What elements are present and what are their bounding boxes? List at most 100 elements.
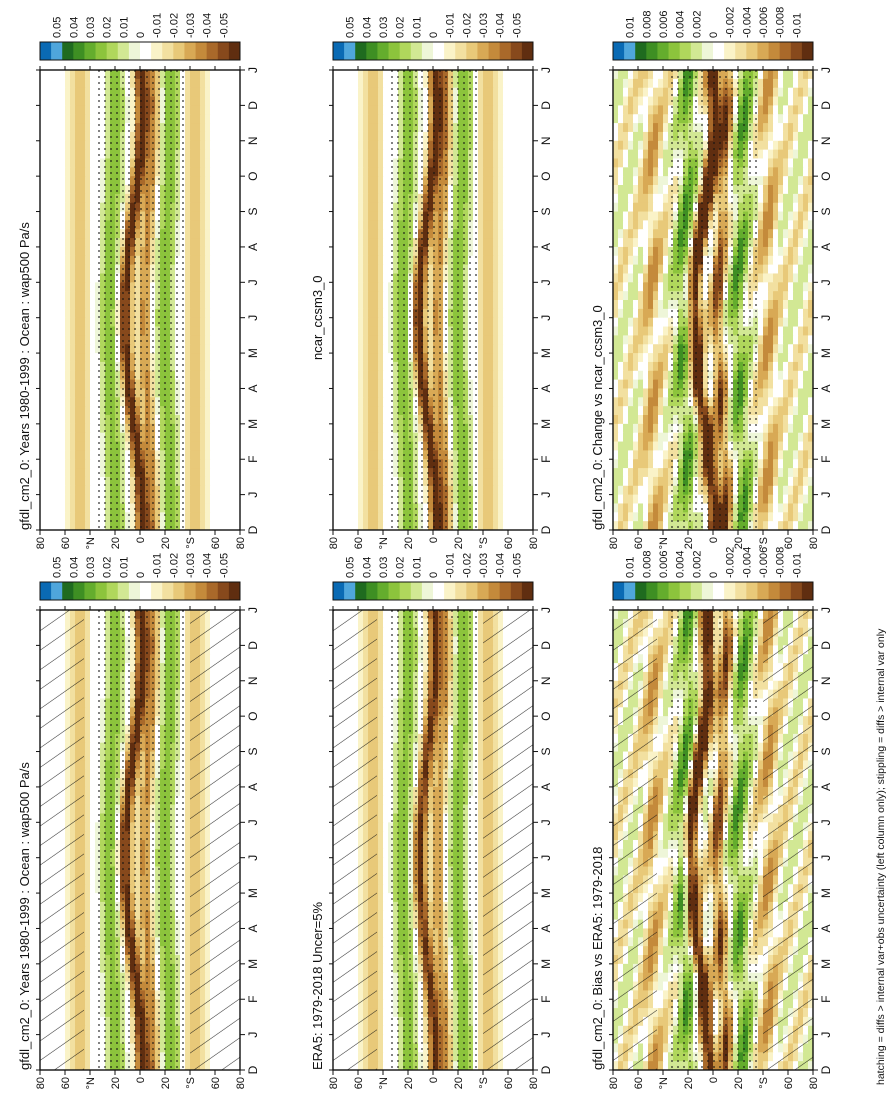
heatmap-cell [185, 662, 191, 672]
heatmap-cell [663, 1051, 669, 1062]
heatmap-cell [478, 989, 484, 1000]
colorbar-tick-label: -0.02 [168, 553, 180, 578]
heatmap-cell [378, 795, 384, 805]
heatmap-cell [378, 1060, 384, 1070]
heatmap-cell [185, 697, 191, 708]
heatmap-cell [85, 644, 91, 655]
heatmap-cell [383, 777, 389, 787]
x-tick-label: N [539, 676, 553, 685]
heatmap-cell [478, 662, 484, 672]
stippling-overlay [389, 610, 477, 1070]
x-tick-label: D [539, 1065, 553, 1074]
x-tick-label: A [539, 783, 553, 791]
colorbar-segment [355, 582, 367, 600]
heatmap-cell [185, 689, 191, 699]
heatmap-cell [383, 998, 389, 1009]
heatmap-cell [383, 671, 389, 681]
colorbar-segment [399, 582, 412, 600]
x-tick-label: O [539, 711, 553, 720]
heatmap-cell [90, 874, 96, 885]
heatmap-cell [658, 963, 664, 973]
heatmap-cell [383, 644, 389, 655]
colorbar-segment [228, 582, 241, 600]
heatmap-cell [758, 1060, 764, 1070]
heatmap-cell [758, 989, 764, 1000]
heatmap-cell [378, 830, 384, 840]
colorbar-tick-label: 0.04 [68, 557, 80, 578]
heatmap-cell [185, 742, 191, 752]
heatmap-cell [383, 927, 389, 938]
heatmap-cell [85, 821, 91, 832]
heatmap-cell [378, 786, 384, 796]
heatmap-cell [658, 936, 664, 947]
panel-title: gfdl_cm2_0: Years 1980-1999 : Ocean : wa… [17, 762, 32, 1070]
x-tick-label: N [246, 676, 260, 685]
heatmap-cell [478, 857, 484, 867]
heatmap-cell [85, 839, 91, 849]
heatmap-cell [90, 750, 96, 761]
heatmap-cell [658, 945, 664, 955]
heatmap-cell [383, 830, 389, 840]
heatmap-cell [85, 812, 91, 823]
heatmap-cell [185, 821, 191, 832]
heatmap-cell [185, 1060, 191, 1070]
heatmap-cell [85, 618, 91, 628]
heatmap-cell [85, 963, 91, 973]
colorbar-segment [84, 582, 96, 600]
heatmap-cell [383, 795, 389, 805]
heatmap-cell [478, 839, 484, 849]
heatmap-cell [185, 954, 191, 964]
heatmap-cell [383, 883, 389, 894]
heatmap-cell [478, 954, 484, 964]
heatmap-cell [185, 936, 191, 947]
heatmap-cell [478, 980, 484, 991]
colorbar-tick-label: 0.01 [411, 557, 423, 578]
heatmap-cell [378, 706, 384, 717]
heatmap-cell [478, 1060, 484, 1070]
colorbar-segment [206, 582, 219, 600]
heatmap-cell [663, 1042, 669, 1053]
heatmap-cell [90, 998, 96, 1009]
heatmap-cell [383, 954, 389, 964]
heatmap-cell [383, 706, 389, 717]
heatmap-cell [85, 865, 91, 876]
colorbar-segment [51, 582, 63, 600]
heatmap-cell [378, 901, 384, 911]
colorbar-segment [499, 582, 512, 600]
x-tick-label: D [539, 641, 553, 650]
heatmap-cell [378, 919, 384, 929]
y-tick-label: °N [378, 1077, 390, 1089]
y-tick-label: 60 [353, 1077, 365, 1089]
heatmap-cell [658, 1016, 664, 1026]
heatmap-cell [185, 733, 191, 743]
heatmap-cell [378, 759, 384, 770]
heatmap-cell [383, 733, 389, 743]
heatmap-cell [90, 972, 96, 982]
heatmap-cell [378, 635, 384, 646]
heatmap-cell [85, 759, 91, 770]
heatmap-cell [758, 1016, 764, 1026]
heatmap-cell [85, 1051, 91, 1062]
heatmap-cell [378, 804, 384, 814]
heatmap-cell [90, 706, 96, 717]
heatmap-cell [478, 812, 484, 823]
y-tick-label: 0 [428, 1077, 440, 1083]
heatmap-cell [658, 1042, 664, 1053]
heatmap-cell [478, 1034, 484, 1044]
heatmap-cell [185, 1051, 191, 1062]
heatmap-cell [85, 892, 91, 902]
heatmap-cell [185, 1025, 191, 1035]
heatmap-cell [85, 1016, 91, 1026]
heatmap-cell [378, 1007, 384, 1017]
heatmap-cell [85, 697, 91, 708]
heatmap-cell [90, 936, 96, 947]
heatmap-cell [185, 857, 191, 867]
heatmap-cell [85, 742, 91, 752]
heatmap-cell [85, 910, 91, 920]
heatmap-cell [85, 635, 91, 646]
heatmap-cell [383, 892, 389, 902]
heatmap-cell [378, 671, 384, 681]
